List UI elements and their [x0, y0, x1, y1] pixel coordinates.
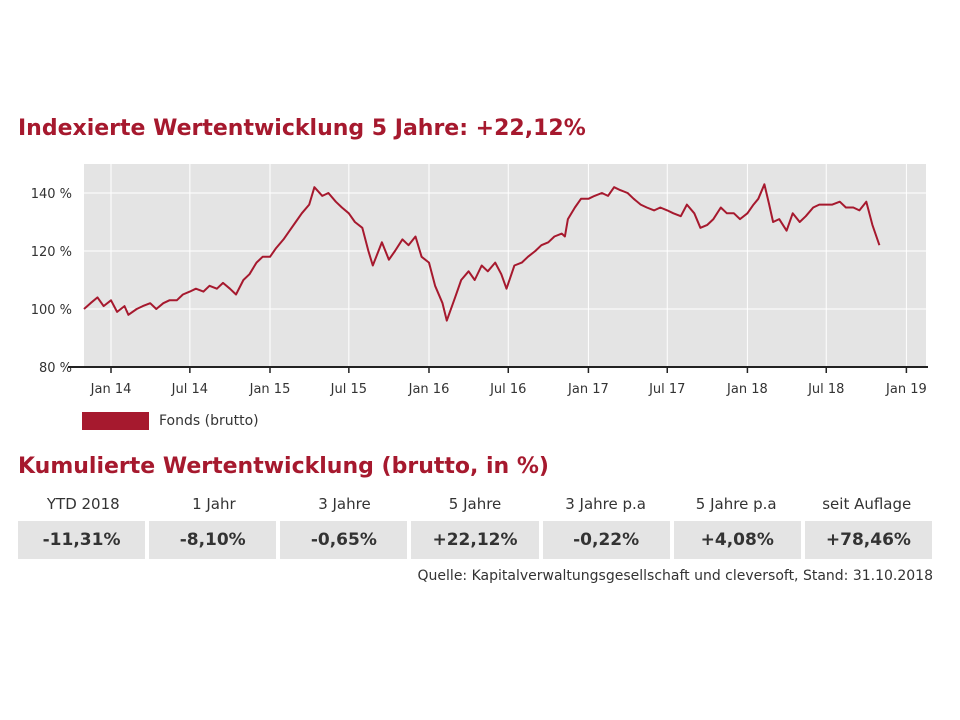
- x-tick-label: Jan 14: [90, 382, 132, 397]
- y-tick-label: 140 %: [31, 187, 72, 202]
- y-tick-label: 80 %: [39, 361, 72, 376]
- table-title: Kumulierte Wertentwicklung (brutto, in %…: [18, 454, 549, 479]
- legend-label: Fonds (brutto): [159, 413, 259, 429]
- x-tick-label: Jan 18: [726, 382, 768, 397]
- gridlines: [84, 164, 926, 367]
- performance-line-chart: 80 % 100 % 120 % 140 % Jan 14 Jul 14 Jan 15 Ju…: [31, 164, 928, 397]
- performance-table: YTD 2018 1 Jahr 3 Jahre 5 Jahre 3 Jahre …: [18, 490, 932, 559]
- value-cell-ytd: -11,31%: [18, 521, 146, 559]
- header-cell-3-jahre-pa: 3 Jahre p.a: [565, 495, 646, 513]
- chart-legend: Fonds (brutto): [82, 412, 259, 430]
- header-cell-1-jahr: 1 Jahr: [192, 495, 236, 513]
- x-tick-label: Jan 17: [567, 382, 609, 397]
- value-cell-5-jahre: +22,12%: [411, 521, 539, 559]
- value-cell-3-jahre-pa: -0,22%: [542, 521, 670, 559]
- x-axis-ticks: Jan 14 Jul 14 Jan 15 Jul 15 Jan 16 Jul 16 Jan …: [90, 367, 927, 397]
- x-tick-label: Jul 14: [171, 382, 208, 397]
- x-tick-label: Jul 15: [330, 382, 367, 397]
- header-cell-5-jahre: 5 Jahre: [448, 495, 502, 513]
- value-cell-seit-auflage: +78,46%: [804, 521, 932, 559]
- header-cell-5-jahre-pa: 5 Jahre p.a: [695, 495, 777, 513]
- header-cell-ytd: YTD 2018: [46, 495, 120, 513]
- x-tick-label: Jan 19: [885, 382, 927, 397]
- value-cell-3-jahre: -0,65%: [280, 521, 408, 559]
- y-tick-label: 100 %: [31, 303, 72, 318]
- plot-area: [84, 164, 926, 367]
- x-tick-label: Jul 17: [648, 382, 685, 397]
- x-tick-label: Jan 15: [249, 382, 291, 397]
- y-tick-label: 120 %: [31, 245, 72, 260]
- header-cell-3-jahre: 3 Jahre: [318, 495, 371, 513]
- source-note: Quelle: Kapitalverwaltungsgesellschaft u…: [417, 568, 933, 584]
- x-tick-label: Jul 16: [489, 382, 526, 397]
- header-cell-seit-auflage: seit Auflage: [822, 495, 912, 513]
- performance-table-header: YTD 2018 1 Jahr 3 Jahre 5 Jahre 3 Jahre …: [18, 490, 932, 518]
- performance-table-values: -11,31% -8,10% -0,65% +22,12% -0,22% +4,…: [18, 521, 932, 559]
- series-line-fonds-brutto: [83, 183, 881, 322]
- value-cell-5-jahre-pa: +4,08%: [673, 521, 801, 559]
- legend-swatch: [82, 412, 149, 430]
- x-tick-label: Jul 18: [807, 382, 844, 397]
- y-axis-ticks: 80 % 100 % 120 % 140 %: [31, 187, 72, 376]
- value-cell-1-jahr: -8,10%: [149, 521, 277, 559]
- chart-title: Indexierte Wertentwicklung 5 Jahre: +22,…: [18, 116, 586, 141]
- x-tick-label: Jan 16: [408, 382, 450, 397]
